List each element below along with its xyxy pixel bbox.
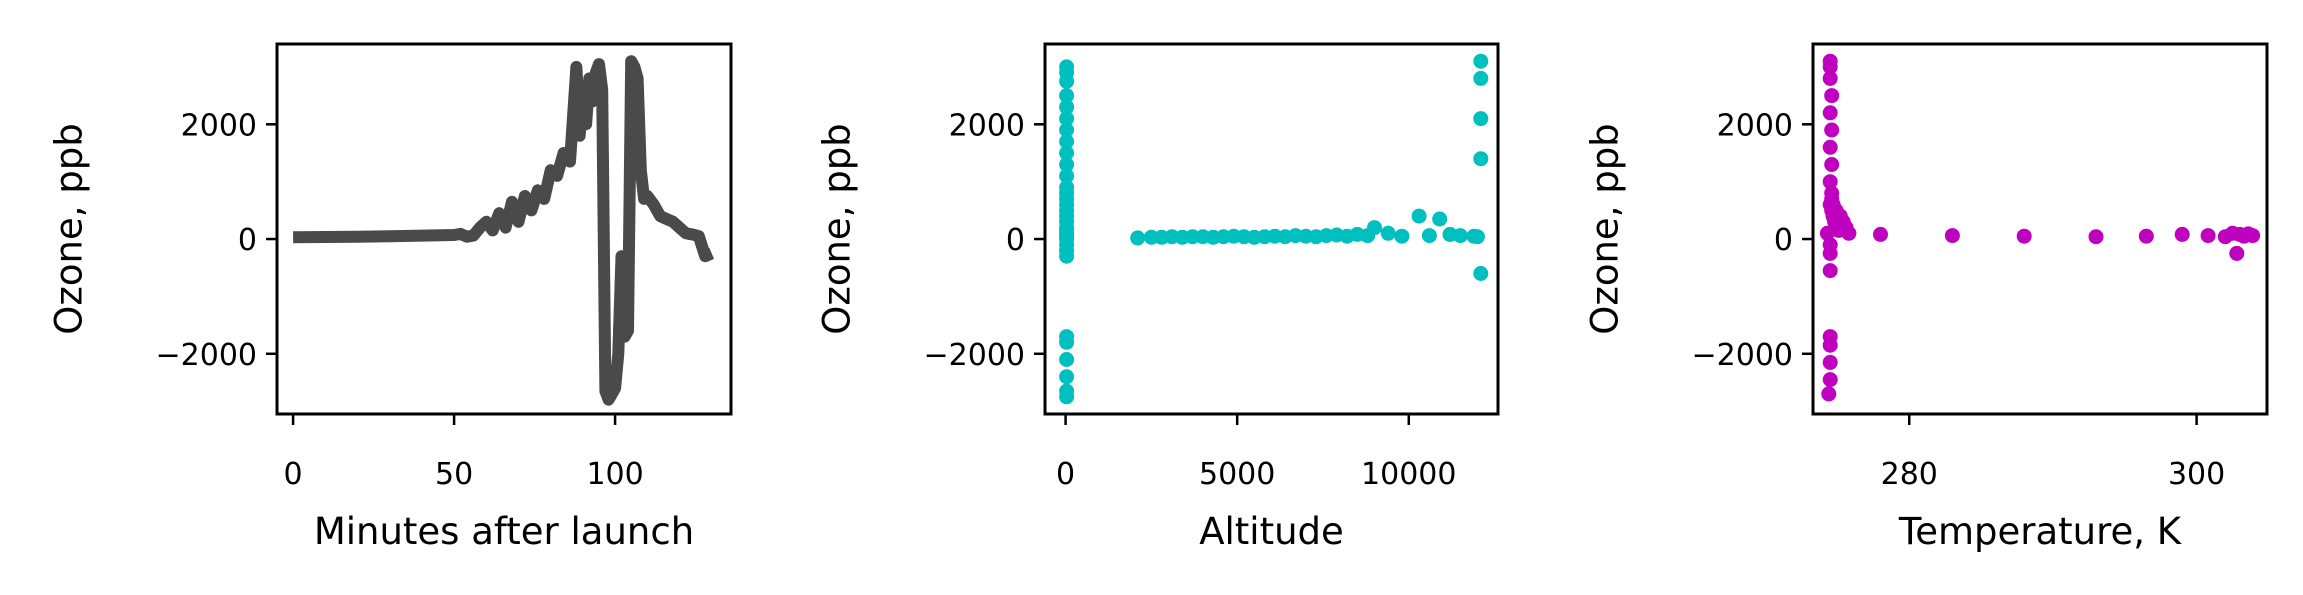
data-point bbox=[1841, 225, 1857, 241]
data-point bbox=[1059, 389, 1075, 405]
data-point bbox=[1822, 245, 1838, 261]
plot-marks bbox=[1819, 53, 2261, 402]
series-line bbox=[293, 55, 715, 406]
data-point bbox=[1822, 372, 1838, 388]
data-point bbox=[1473, 151, 1489, 167]
data-point bbox=[1059, 122, 1075, 138]
data-point bbox=[1473, 266, 1489, 281]
data-point bbox=[1824, 157, 1840, 172]
y-tick-label: 0 bbox=[1774, 223, 1793, 258]
data-point bbox=[2016, 228, 2032, 244]
data-point bbox=[1130, 230, 1146, 246]
data-point bbox=[1059, 99, 1075, 115]
data-point bbox=[1821, 386, 1837, 402]
data-point bbox=[1824, 88, 1840, 104]
x-axis-label: Temperature, K bbox=[1898, 510, 2183, 553]
data-point bbox=[1822, 59, 1838, 75]
plot-frame bbox=[1043, 42, 1500, 416]
data-point bbox=[1944, 228, 1960, 244]
data-point bbox=[1059, 73, 1075, 89]
plot-frame bbox=[275, 42, 733, 416]
chart-2: 0 5000 10000 −2000 0 2000 Altitude Ozone, ppb bbox=[816, 42, 1500, 553]
data-point bbox=[1432, 211, 1448, 227]
data-point bbox=[1822, 337, 1838, 353]
x-tick-label: 300 bbox=[2168, 457, 2225, 492]
data-point bbox=[1059, 168, 1075, 184]
x-tick-label: 5000 bbox=[1199, 457, 1275, 492]
y-axis-label: Ozone, ppb bbox=[48, 123, 91, 334]
data-point bbox=[1421, 228, 1437, 244]
data-point bbox=[1059, 88, 1075, 104]
plot-marks bbox=[293, 55, 715, 406]
data-point bbox=[1473, 111, 1489, 127]
data-point bbox=[1822, 105, 1838, 121]
data-point bbox=[1452, 228, 1468, 244]
chart-3: 280 300 −2000 0 2000 Temperature, K Ozone, ppb bbox=[1584, 42, 2269, 553]
data-point bbox=[1873, 226, 1888, 242]
data-point bbox=[1822, 70, 1838, 86]
data-point bbox=[1411, 208, 1427, 224]
chart-1: 0 50 100 −2000 0 2000 Minutes after launch Ozon… bbox=[48, 42, 733, 553]
y-tick-label: 0 bbox=[238, 223, 257, 258]
data-point bbox=[2229, 245, 2245, 261]
plot-marks bbox=[1059, 53, 1489, 405]
x-axis-label: Minutes after launch bbox=[314, 510, 694, 553]
x-tick-label: 0 bbox=[284, 457, 303, 492]
data-point bbox=[2200, 228, 2216, 244]
data-point bbox=[1059, 369, 1075, 385]
data-point bbox=[1059, 111, 1075, 127]
y-tick-label: 0 bbox=[1006, 223, 1025, 258]
data-point bbox=[1367, 220, 1382, 236]
data-point bbox=[1380, 225, 1396, 241]
data-point bbox=[1473, 53, 1489, 69]
data-point bbox=[2174, 226, 2190, 242]
x-tick-label: 10000 bbox=[1361, 457, 1456, 492]
data-point bbox=[1473, 70, 1489, 86]
data-point bbox=[1469, 229, 1485, 245]
data-point bbox=[1059, 134, 1075, 149]
data-point bbox=[2245, 228, 2261, 244]
data-point bbox=[2138, 228, 2154, 244]
data-point bbox=[1822, 354, 1838, 370]
data-point bbox=[1059, 352, 1075, 367]
data-point bbox=[1059, 222, 1075, 238]
data-point bbox=[1822, 263, 1838, 279]
data-point bbox=[1822, 174, 1838, 190]
data-point bbox=[1059, 334, 1075, 350]
data-point bbox=[1824, 122, 1840, 138]
y-tick-label: −2000 bbox=[1692, 338, 1793, 373]
data-point bbox=[1059, 157, 1075, 172]
data-point bbox=[1143, 229, 1159, 245]
y-tick-label: −2000 bbox=[156, 338, 257, 373]
y-tick-label: 2000 bbox=[949, 108, 1025, 143]
data-point bbox=[1059, 243, 1075, 258]
y-tick-label: 2000 bbox=[1717, 108, 1793, 143]
x-tick-label: 280 bbox=[1881, 457, 1938, 492]
data-point bbox=[2088, 229, 2104, 245]
y-tick-label: −2000 bbox=[924, 338, 1025, 373]
data-point bbox=[1394, 228, 1410, 244]
y-axis-label: Ozone, ppb bbox=[1584, 123, 1627, 334]
plot-frame bbox=[1811, 42, 2269, 416]
y-tick-label: 2000 bbox=[181, 108, 257, 143]
x-tick-label: 50 bbox=[435, 457, 473, 492]
data-point bbox=[1059, 145, 1075, 161]
x-tick-label: 0 bbox=[1056, 457, 1075, 492]
x-axis-label: Altitude bbox=[1199, 510, 1344, 553]
data-point bbox=[1819, 225, 1835, 241]
data-point bbox=[1822, 139, 1838, 155]
x-tick-label: 100 bbox=[586, 457, 643, 492]
y-axis-label: Ozone, ppb bbox=[816, 123, 859, 334]
data-point bbox=[1185, 229, 1201, 245]
